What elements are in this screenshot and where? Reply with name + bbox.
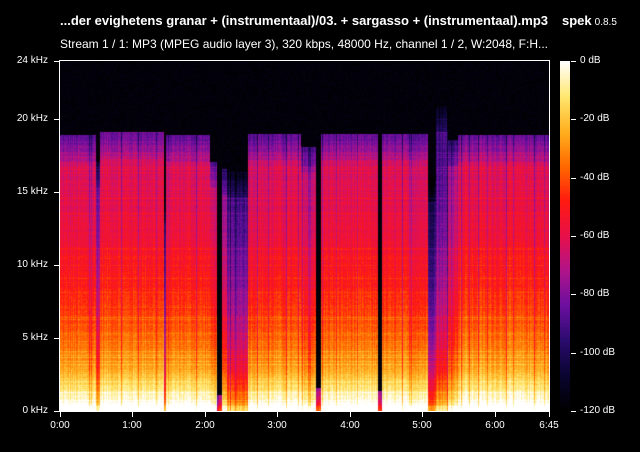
y-tick [54, 61, 59, 62]
x-tick-label: 5:00 [412, 420, 432, 431]
x-tick-label: 0:00 [50, 420, 70, 431]
y-tick [54, 265, 59, 266]
plot-frame-bottom [59, 411, 550, 412]
app-version: 0.8.5 [594, 17, 617, 28]
y-tick [54, 119, 59, 120]
db-tick-label: -60 dB [580, 230, 610, 241]
x-tick [495, 412, 496, 417]
x-tick-label: 2:00 [195, 420, 215, 431]
plot-frame-top [59, 60, 550, 61]
plot-frame-left [59, 60, 60, 412]
x-tick-label: 6:45 [539, 420, 559, 431]
db-tick [571, 119, 576, 120]
x-tick-label: 1:00 [122, 420, 142, 431]
x-tick-label: 6:00 [485, 420, 505, 431]
db-tick [571, 178, 576, 179]
x-tick [350, 412, 351, 417]
y-tick-label: 10 kHz [16, 259, 48, 270]
y-tick [54, 192, 59, 193]
x-tick-label: 4:00 [340, 420, 360, 431]
file-title: ...der evighetens granar + (instrumentaa… [60, 13, 549, 28]
y-tick-label: 5 kHz [22, 332, 48, 343]
db-tick-label: -20 dB [580, 113, 610, 124]
x-tick [60, 412, 61, 417]
x-tick-label: 3:00 [267, 420, 287, 431]
x-tick [205, 412, 206, 417]
y-tick [54, 411, 59, 412]
x-tick [277, 412, 278, 417]
plot-frame-right [549, 60, 550, 412]
db-tick-label: -80 dB [580, 288, 610, 299]
db-tick [571, 294, 576, 295]
y-tick-label: 24 kHz [16, 55, 48, 66]
app-branding: spek 0.8.5 [562, 12, 617, 30]
y-tick-label: 15 kHz [16, 186, 48, 197]
title-row: ...der evighetens granar + (instrumentaa… [60, 12, 548, 30]
x-tick [549, 412, 550, 417]
db-tick-label: -120 dB [580, 405, 616, 416]
app-name: spek [562, 13, 592, 28]
db-tick [571, 61, 576, 62]
db-tick-label: -100 dB [580, 347, 616, 358]
db-tick [571, 411, 576, 412]
db-tick-label: 0 dB [580, 55, 601, 66]
x-tick [132, 412, 133, 417]
x-tick [422, 412, 423, 417]
db-tick-label: -40 dB [580, 172, 610, 183]
spectrogram-plot [60, 61, 549, 411]
y-tick-label: 20 kHz [16, 113, 48, 124]
y-tick-label: 0 kHz [22, 405, 48, 416]
db-colorbar [560, 61, 570, 411]
db-tick [571, 353, 576, 354]
stream-info: Stream 1 / 1: MP3 (MPEG audio layer 3), … [60, 37, 549, 51]
y-tick [54, 338, 59, 339]
db-tick [571, 236, 576, 237]
